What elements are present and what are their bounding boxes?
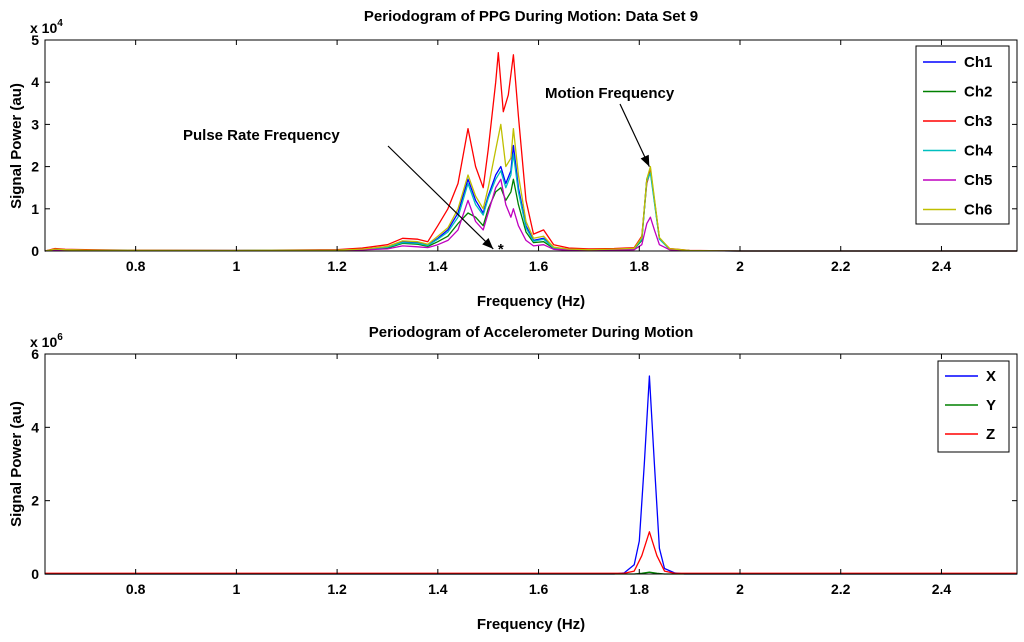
accel-x-tick-label: 2.2 bbox=[831, 581, 851, 597]
ppg-x-tick-label: 2 bbox=[736, 258, 744, 274]
pulse-rate-marker: * bbox=[498, 241, 504, 258]
accel-x-tick-label: 1 bbox=[232, 581, 240, 597]
ppg-x-tick-label: 1.6 bbox=[529, 258, 549, 274]
ppg-legend-label-ch6: Ch6 bbox=[964, 202, 992, 219]
ppg-y-multiplier: x 104 bbox=[30, 18, 63, 36]
ppg-y-axis-label: Signal Power (au) bbox=[8, 83, 25, 209]
accel-axes-box bbox=[44, 353, 1018, 575]
ppg-series-ch5 bbox=[44, 178, 1017, 252]
accel-legend-label-x: X bbox=[986, 368, 996, 385]
accel-chart-title: Periodogram of Accelerometer During Moti… bbox=[369, 324, 694, 341]
ppg-panel: Periodogram of PPG During Motion: Data S… bbox=[8, 8, 1018, 310]
annotation-arrow-line bbox=[387, 145, 494, 250]
accel-y-tick-label: 6 bbox=[31, 346, 39, 362]
ppg-x-tick-label: 0.8 bbox=[126, 258, 146, 274]
annotation-arrow-line bbox=[619, 103, 650, 167]
accel-series-z bbox=[45, 531, 1017, 574]
ppg-series-ch6 bbox=[44, 123, 1017, 252]
accel-y-tick-label: 0 bbox=[31, 566, 39, 582]
ppg-y-tick-label: 2 bbox=[31, 159, 39, 175]
accel-x-axis-label: Frequency (Hz) bbox=[477, 616, 585, 633]
accel-ticks: 0.8 1 1.2 1.4 1.6 1.8 2 2.2 2.4 0 2 4 6 bbox=[31, 346, 1017, 597]
ppg-legend-label-ch4: Ch4 bbox=[964, 143, 993, 160]
ppg-x-axis-label: Frequency (Hz) bbox=[477, 293, 585, 310]
annotation-arrow-head bbox=[640, 154, 650, 167]
accel-x-tick-label: 0.8 bbox=[126, 581, 146, 597]
accel-y-multiplier: x 106 bbox=[30, 332, 63, 350]
accel-legend: XYZ bbox=[937, 360, 1010, 453]
accel-x-tick-label: 1.4 bbox=[428, 581, 448, 597]
pulse-rate-annotation: Pulse Rate Frequency bbox=[183, 127, 340, 144]
accel-x-tick-label: 1.6 bbox=[529, 581, 549, 597]
annotation-arrow-head bbox=[482, 237, 494, 249]
ppg-axes-box bbox=[44, 39, 1018, 252]
ppg-y-tick-label: 5 bbox=[31, 32, 39, 48]
ppg-y-tick-label: 3 bbox=[31, 116, 39, 132]
accel-legend-label-y: Y bbox=[986, 397, 996, 414]
ppg-legend-label-ch5: Ch5 bbox=[964, 172, 992, 189]
ppg-x-tick-label: 2.2 bbox=[831, 258, 851, 274]
ppg-legend-label-ch1: Ch1 bbox=[964, 54, 992, 71]
ppg-x-tick-label: 1.4 bbox=[428, 258, 448, 274]
ppg-x-tick-label: 1 bbox=[232, 258, 240, 274]
accel-y-axis-label: Signal Power (au) bbox=[8, 401, 25, 527]
accel-y-tick-label: 4 bbox=[31, 419, 39, 435]
ppg-legend-label-ch2: Ch2 bbox=[964, 84, 992, 101]
ppg-y-tick-label: 4 bbox=[31, 74, 39, 90]
accel-legend-label-z: Z bbox=[986, 426, 995, 443]
accel-x-tick-label: 2 bbox=[736, 581, 744, 597]
ppg-series-group bbox=[44, 52, 1017, 252]
accelerometer-panel: Periodogram of Accelerometer During Moti… bbox=[8, 324, 1018, 633]
accel-legend-box bbox=[937, 360, 1010, 453]
accel-x-tick-label: 1.8 bbox=[630, 581, 650, 597]
motion-frequency-arrow bbox=[619, 103, 650, 167]
ppg-legend-label-ch3: Ch3 bbox=[964, 113, 992, 130]
ppg-x-tick-label: 1.2 bbox=[327, 258, 347, 274]
ppg-x-tick-label: 2.4 bbox=[932, 258, 952, 274]
accel-x-tick-label: 1.2 bbox=[327, 581, 347, 597]
ppg-y-tick-label: 1 bbox=[31, 201, 39, 217]
ppg-x-tick-label: 1.8 bbox=[630, 258, 650, 274]
accel-x-tick-label: 2.4 bbox=[932, 581, 952, 597]
accel-y-tick-label: 2 bbox=[31, 493, 39, 509]
ppg-y-tick-label: 0 bbox=[31, 243, 39, 259]
ppg-ticks: 0.8 1 1.2 1.4 1.6 1.8 2 2.2 2.4 0 1 2 3 4 5 bbox=[31, 32, 1017, 274]
ppg-legend: Ch1 Ch2 Ch3 Ch4 Ch5 Ch6 bbox=[915, 45, 1010, 225]
ppg-legend-box bbox=[915, 45, 1010, 225]
ppg-chart-title: Periodogram of PPG During Motion: Data S… bbox=[364, 8, 698, 25]
pulse-rate-arrow bbox=[387, 145, 494, 250]
motion-frequency-annotation: Motion Frequency bbox=[545, 85, 675, 102]
